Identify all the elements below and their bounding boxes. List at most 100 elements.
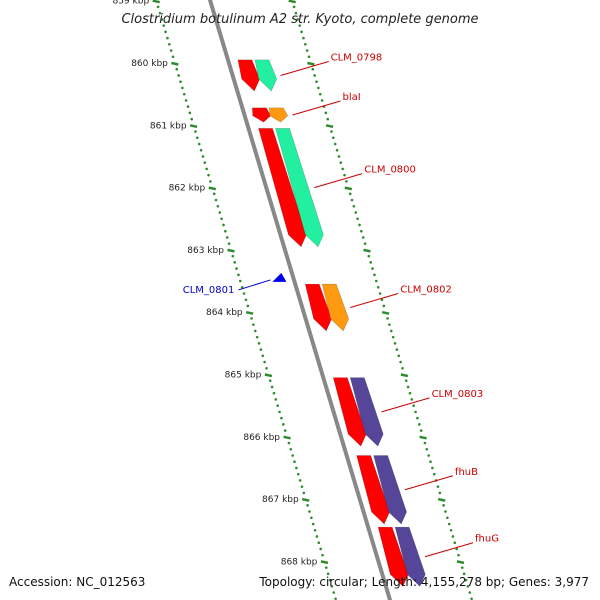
- gene-label-clm_0802[interactable]: CLM_0802: [400, 285, 452, 296]
- inner-minor-tick: [300, 485, 304, 488]
- inner-minor-tick: [162, 24, 165, 27]
- tick-layer: 859 kbp 860 kbp 861 kbp 862 kbp 863 kbp 864 k…: [113, 0, 473, 600]
- outer-minor-tick: [427, 454, 430, 457]
- inner-minor-tick: [199, 148, 203, 152]
- inner-minor-tick: [293, 460, 296, 464]
- outer-minor-tick: [352, 204, 356, 208]
- inner-minor-tick: [308, 510, 311, 513]
- inner-major-tick: [245, 310, 254, 315]
- outer-minor-tick: [457, 553, 460, 557]
- outer-minor-tick: [429, 460, 432, 464]
- inner-minor-tick: [216, 204, 220, 208]
- inner-minor-tick: [166, 36, 169, 40]
- outer-minor-tick: [354, 211, 358, 214]
- outer-minor-tick: [376, 285, 380, 289]
- gene-arrow-clm_0801: [272, 272, 287, 282]
- inner-major-tick: [189, 124, 198, 129]
- gene-arrow-fhug: [377, 526, 409, 587]
- inner-minor-tick: [263, 360, 266, 364]
- outer-minor-tick: [419, 429, 423, 432]
- inner-minor-tick: [330, 585, 334, 588]
- inner-minor-tick: [207, 173, 210, 177]
- outer-minor-tick: [462, 572, 466, 576]
- outer-major-tick: [363, 248, 371, 253]
- outer-minor-tick: [294, 11, 298, 15]
- outer-minor-tick: [431, 466, 434, 470]
- outer-minor-tick: [464, 578, 468, 582]
- inner-minor-tick: [218, 211, 222, 214]
- gene-arrow-blai: [252, 107, 272, 123]
- label-leader-clm_0802: [350, 293, 399, 309]
- gene-label-clm_0800[interactable]: CLM_0800: [364, 165, 416, 176]
- inner-minor-tick: [270, 385, 274, 389]
- inner-minor-tick: [220, 217, 223, 221]
- gene-label-clm_0801[interactable]: CLM_0801: [183, 285, 235, 296]
- outer-minor-tick: [447, 522, 451, 526]
- gene-arrow-fhub: [356, 455, 390, 525]
- outer-minor-tick: [324, 111, 328, 115]
- inner-minor-tick: [328, 578, 332, 582]
- outer-minor-tick: [453, 541, 457, 545]
- outer-minor-tick: [332, 136, 335, 140]
- outer-minor-tick: [449, 528, 453, 532]
- inner-minor-tick: [257, 342, 261, 345]
- outer-minor-tick: [315, 80, 318, 83]
- inner-minor-tick: [169, 49, 173, 52]
- outer-minor-tick: [455, 547, 458, 551]
- scale-label-867: 867 kbp: [262, 495, 299, 505]
- gene-label-blai[interactable]: blaI: [343, 92, 361, 103]
- inner-minor-tick: [177, 74, 180, 77]
- summary-text: Topology: circular; Length: 4,155,278 bp…: [258, 575, 589, 589]
- inner-minor-tick: [283, 429, 287, 432]
- gene-label-clm_0798[interactable]: CLM_0798: [331, 52, 383, 63]
- outer-minor-tick: [326, 117, 330, 121]
- outer-minor-tick: [337, 155, 341, 158]
- outer-minor-tick: [391, 335, 395, 339]
- outer-minor-tick: [438, 491, 442, 495]
- inner-major-tick: [171, 61, 179, 66]
- inner-minor-tick: [233, 261, 237, 264]
- outer-minor-tick: [300, 30, 303, 34]
- outer-minor-tick: [371, 267, 374, 270]
- inner-minor-tick: [272, 391, 276, 395]
- outer-minor-tick: [335, 148, 339, 152]
- inner-minor-tick: [274, 398, 278, 401]
- gene-arrow-clm_0800: [258, 128, 307, 248]
- outer-minor-tick: [339, 161, 343, 164]
- inner-minor-tick: [291, 454, 294, 457]
- inner-minor-tick: [246, 304, 250, 308]
- inner-minor-tick: [158, 11, 162, 15]
- inner-minor-tick: [240, 285, 244, 289]
- inner-minor-tick: [203, 161, 207, 164]
- cds-arrow-clm_0803: [349, 377, 384, 447]
- inner-minor-tick: [194, 130, 197, 133]
- gene-label-clm_0803[interactable]: CLM_0803: [432, 389, 484, 400]
- inner-minor-tick: [224, 229, 227, 233]
- outer-minor-tick: [360, 229, 363, 233]
- inner-major-tick: [152, 0, 160, 4]
- inner-minor-tick: [280, 416, 283, 420]
- outer-minor-tick: [303, 43, 307, 46]
- inner-minor-tick: [332, 591, 336, 594]
- outer-minor-tick: [416, 416, 419, 420]
- inner-minor-tick: [222, 223, 225, 227]
- inner-minor-tick: [253, 329, 257, 333]
- inner-minor-tick: [197, 142, 201, 146]
- inner-minor-tick: [231, 254, 235, 258]
- inner-minor-tick: [196, 136, 199, 140]
- outer-minor-tick: [395, 348, 399, 351]
- outer-minor-tick: [305, 49, 309, 52]
- label-leader-clm_0800: [314, 173, 363, 189]
- inner-minor-tick: [261, 354, 265, 358]
- outer-minor-tick: [361, 236, 365, 239]
- inner-major-tick: [283, 435, 291, 440]
- outer-minor-tick: [423, 441, 427, 445]
- outer-major-tick: [400, 373, 409, 378]
- gene-label-fhub[interactable]: fhuB: [455, 467, 478, 478]
- gene-layer: [237, 59, 426, 587]
- gene-label-fhug[interactable]: fhuG: [475, 534, 499, 545]
- inner-minor-tick: [324, 566, 328, 569]
- scale-label-862: 862 kbp: [169, 184, 206, 194]
- label-leader-blai: [292, 100, 341, 116]
